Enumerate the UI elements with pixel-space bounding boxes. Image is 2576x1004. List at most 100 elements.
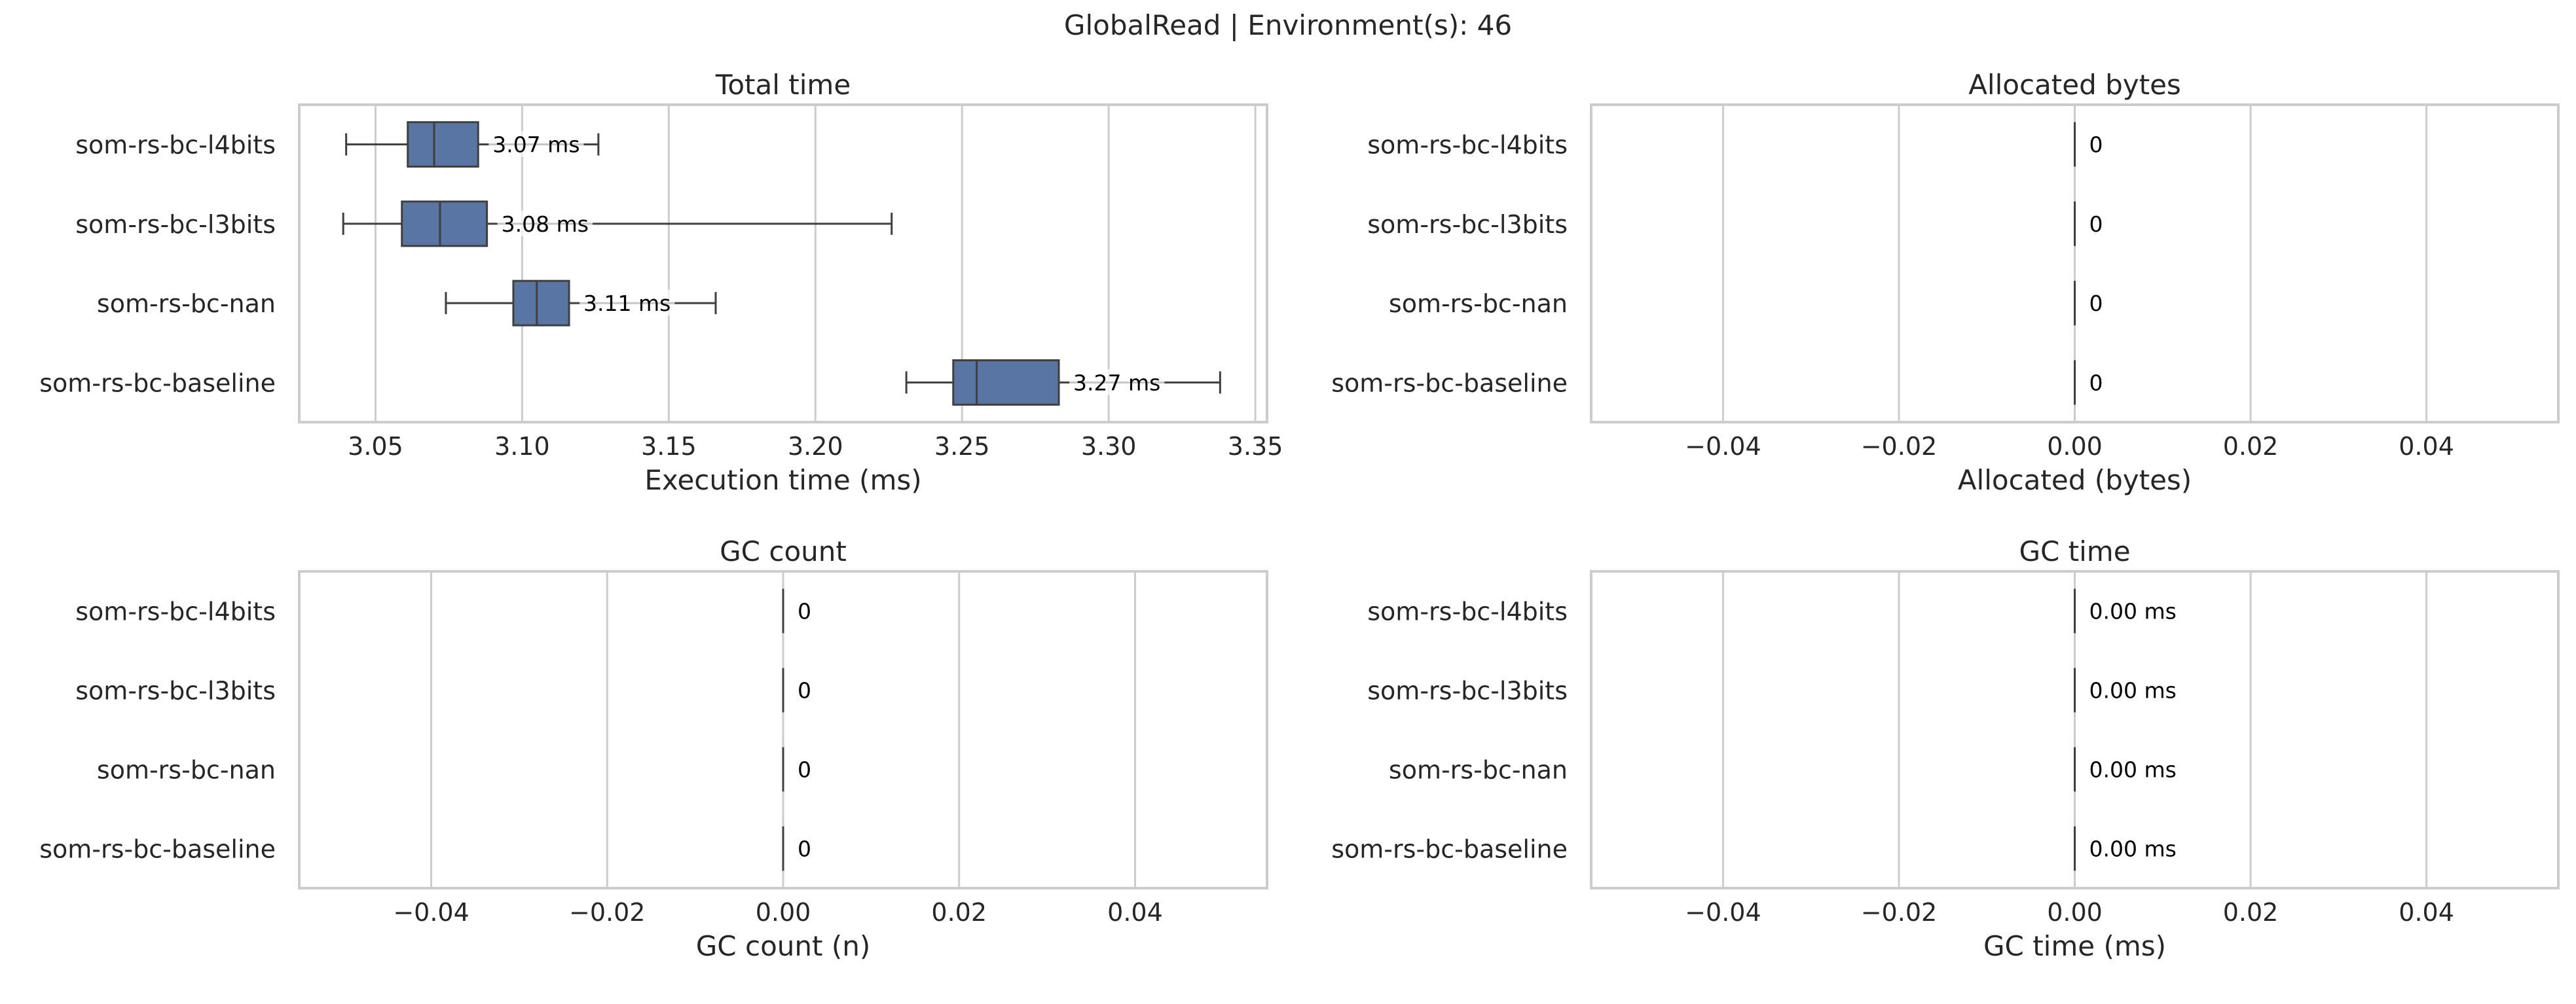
y-tick-label: som-rs-bc-l4bits — [1367, 131, 1568, 160]
x-axis-label: Allocated (bytes) — [1958, 464, 2192, 496]
y-tick-label: som-rs-bc-l4bits — [1367, 598, 1568, 626]
x-tick-label: −0.02 — [1861, 898, 1937, 927]
panel-gc-time: GC time −0.04 −0.02 0.00 0.02 0.04 GC time (ms… — [1331, 535, 2560, 962]
mean-label-bg — [794, 677, 815, 703]
mean-label: 3.08 ms — [502, 211, 589, 237]
box-1: 3.07 ms — [345, 121, 600, 168]
box-1: 0.00 ms — [2074, 588, 2180, 634]
x-tick-label: −0.02 — [1861, 432, 1937, 461]
x-tick-label: 0.04 — [1107, 898, 1163, 927]
y-tick-label: som-rs-bc-baseline — [1331, 368, 1568, 397]
mean-label-bg — [2085, 677, 2180, 703]
x-tick-label: 0.02 — [2223, 898, 2279, 927]
x-tick-label: 3.05 — [348, 432, 403, 461]
y-tick-label: som-rs-bc-nan — [1389, 756, 1568, 785]
x-tick-label: −0.02 — [569, 898, 645, 927]
box-3: 3.11 ms — [445, 279, 717, 327]
mean-label-bg — [2085, 756, 2180, 782]
x-tick-label: −0.04 — [1685, 432, 1761, 461]
box-body — [952, 359, 1060, 406]
x-tick-label: 0.00 — [2047, 898, 2103, 927]
x-tick-label: −0.04 — [1685, 898, 1761, 927]
y-tick-label: som-rs-bc-baseline — [39, 368, 276, 397]
mean-label: 0.00 ms — [2089, 599, 2177, 624]
y-tick-label: som-rs-bc-baseline — [1331, 835, 1568, 864]
y-tick-label: som-rs-bc-baseline — [39, 835, 276, 864]
figure-title: GlobalRead | Environment(s): 46 — [1063, 9, 1513, 41]
axes-frame — [1590, 103, 2560, 423]
box-2: 3.08 ms — [342, 200, 893, 247]
panel-title: Total time — [715, 69, 851, 101]
mean-label: 0.00 ms — [2089, 757, 2177, 783]
x-axis-label: GC time (ms) — [1983, 930, 2166, 962]
box-body — [407, 121, 479, 168]
y-tick-label: som-rs-bc-l3bits — [1367, 210, 1568, 239]
x-tick-label: 0.04 — [2399, 432, 2454, 461]
mean-label: 0 — [798, 757, 811, 783]
box-2: 0.00 ms — [2074, 668, 2180, 713]
box-body — [401, 200, 488, 247]
mean-label: 3.27 ms — [1073, 370, 1160, 395]
x-axis-label: Execution time (ms) — [644, 464, 921, 496]
mean-label: 0 — [2089, 211, 2103, 237]
x-tick-label: 0.00 — [2047, 432, 2103, 461]
mean-label-bg — [2085, 131, 2107, 157]
box-4: 0.00 ms — [2074, 826, 2180, 871]
box-3: 0.00 ms — [2074, 747, 2180, 792]
x-tick-label: 0.04 — [2399, 898, 2454, 927]
box-body — [512, 279, 570, 327]
x-tick-label: 3.20 — [788, 432, 843, 461]
x-tick-label: 0.00 — [756, 898, 811, 927]
panel-title: GC count — [720, 535, 847, 567]
mean-label: 0 — [798, 678, 811, 704]
axes-frame — [298, 103, 1268, 423]
y-tick-label: som-rs-bc-l3bits — [75, 677, 276, 706]
x-tick-label: 3.10 — [494, 432, 550, 461]
mean-label-bg — [2085, 289, 2107, 316]
mean-label-bg — [1069, 368, 1165, 395]
x-axis-label: GC count (n) — [696, 930, 870, 962]
y-tick-label: som-rs-bc-l4bits — [75, 131, 276, 160]
box-2: 0 — [782, 668, 815, 713]
panel-title: Allocated bytes — [1968, 69, 2181, 101]
x-tick-label: 3.30 — [1081, 432, 1137, 461]
axes-frame — [1590, 570, 2560, 889]
box-4: 3.27 ms — [905, 359, 1221, 406]
y-tick-label: som-rs-bc-nan — [97, 289, 276, 318]
mean-label: 0 — [798, 599, 811, 624]
y-tick-label: som-rs-bc-l4bits — [75, 598, 276, 626]
mean-label: 3.11 ms — [583, 291, 671, 316]
x-tick-label: 3.35 — [1228, 432, 1283, 461]
mean-label: 0 — [2089, 132, 2103, 158]
x-tick-label: −0.04 — [393, 898, 469, 927]
mean-label: 0 — [2089, 370, 2103, 395]
axes-frame — [298, 570, 1268, 889]
box-3: 0 — [782, 747, 815, 792]
mean-label-bg — [2085, 210, 2107, 237]
mean-label: 0.00 ms — [2089, 678, 2177, 704]
panel-allocated-bytes: Allocated bytes −0.04 −0.02 0.00 0.02 0.04 All… — [1331, 69, 2560, 496]
mean-label-bg — [2085, 598, 2180, 624]
box-1: 0 — [782, 588, 815, 634]
panel-title: GC time — [2019, 535, 2130, 567]
y-tick-label: som-rs-bc-l3bits — [1367, 677, 1568, 706]
box-3: 0 — [2074, 281, 2107, 326]
mean-label-bg — [580, 289, 675, 316]
mean-label-bg — [794, 756, 815, 782]
mean-label-bg — [497, 210, 593, 237]
panel-gc-count: GC count −0.04 −0.02 0.00 0.02 0.04 GC count (… — [39, 535, 1268, 962]
mean-label-bg — [488, 131, 584, 157]
x-tick-label: 0.02 — [931, 898, 987, 927]
mean-label: 3.07 ms — [492, 132, 580, 158]
box-1: 0 — [2074, 122, 2107, 167]
mean-label-bg — [794, 835, 815, 861]
y-tick-label: som-rs-bc-l3bits — [75, 210, 276, 239]
mean-label: 0 — [2089, 291, 2103, 316]
y-tick-label: som-rs-bc-nan — [1389, 289, 1568, 318]
mean-label: 0 — [798, 836, 811, 862]
x-tick-label: 0.02 — [2223, 432, 2279, 461]
mean-label-bg — [2085, 835, 2180, 861]
y-tick-label: som-rs-bc-nan — [97, 756, 276, 785]
box-4: 0 — [2074, 360, 2107, 405]
panel-total-time: Total time 3.05 3.10 3.15 3.20 3.25 3.30 3.35 Ex… — [39, 69, 1283, 496]
